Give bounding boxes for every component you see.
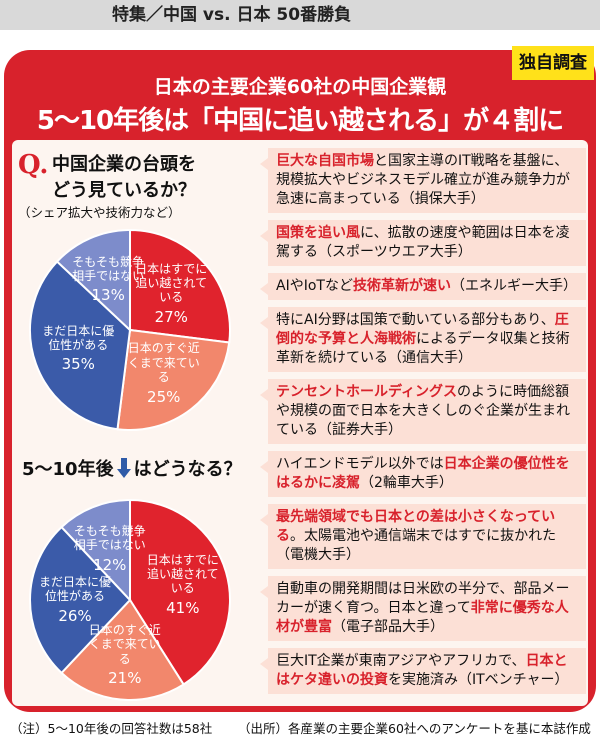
slice-category: 日本はすでに追い越されている <box>135 261 208 305</box>
pie-slice <box>129 228 231 344</box>
slice-value: 35% <box>61 355 95 374</box>
pie-slice <box>116 328 231 431</box>
slice-label: まだ日本に優位性がある 26% <box>38 575 112 625</box>
footnote: （注）5〜10年後の回答社数は58社 <box>10 721 213 736</box>
slice-value: 12% <box>93 555 127 574</box>
badge: 独自調査 <box>512 46 594 80</box>
slice-category: 日本のすぐ近くまで来ている <box>88 622 161 666</box>
quote-highlight: 非常に優秀な人材が豊富 <box>276 600 569 635</box>
quote-text: （2輪車大手） <box>360 475 453 491</box>
slice-category: まだ日本に優位性がある <box>42 323 115 353</box>
quote-list: 巨大な自国市場と国家主導のIT戦略を基盤に、規模拡大やビジネスモデル確立が進み競… <box>260 148 586 694</box>
quote-highlight: 技術革新が速い <box>352 278 451 294</box>
slice-label: 日本のすぐ近くまで来ている 21% <box>88 623 162 687</box>
pie-slice <box>55 228 131 333</box>
quote-text: 。太陽電池や通信端末ではすでに抜かれた（電機大手） <box>276 528 557 563</box>
slice-label: 日本のすぐ近くまで来ている 25% <box>127 341 201 405</box>
quote: ハイエンドモデル以外では日本企業の優位性をはるかに凌駕（2輪車大手） <box>260 451 586 497</box>
slice-label: まだ日本に優位性がある 35% <box>41 324 115 374</box>
slice-category: 日本はすでに追い越されている <box>146 552 219 596</box>
quote-text: を実施済み（ITベンチャー） <box>388 672 569 688</box>
slice-value: 13% <box>91 286 125 305</box>
question2-after: はどうなる？ <box>133 459 242 480</box>
quote-text: に、拡散の速度や範囲は日本を凌駕する（スポーツウエア大手） <box>276 225 570 260</box>
quote-text: と国家主導のIT戦略を基盤に、規模拡大やビジネスモデル確立が進み競争力が急速に高… <box>276 153 570 207</box>
pie-slice <box>29 260 132 431</box>
title: 日本の主要企業60社の中国企業観 <box>153 76 447 98</box>
question2-before: 5〜10年後 <box>22 459 114 480</box>
quote-text: AIやIoTなど <box>276 278 353 294</box>
quote-text: ハイエンドモデル以外では <box>276 456 444 472</box>
question2: 5〜10年後 はどうなる？ <box>22 455 242 481</box>
quote: 最先端領域でも日本との差は小さくなっている。太陽電池や通信端末ではすでに抜かれた… <box>260 504 586 569</box>
slice-label: 日本はすでに追い越されている 27% <box>134 262 208 326</box>
slice-category: 日本のすぐ近くまで来ている <box>127 341 200 385</box>
quote-text: 自動車の開発期間は日米欧の半分で、部品メーカーが速く育つ。日本と違って <box>276 581 570 616</box>
quote: 巨大IT企業が東南アジアやアフリカで、日本とはケタ違いの投資を実施済み（ITベン… <box>260 648 586 694</box>
slice-label: そもそも競争相手ではない 13% <box>71 255 145 305</box>
quote-text: 巨大IT企業が東南アジアやアフリカで、 <box>276 653 526 669</box>
quote-highlight: 最先端領域でも日本との差は小さくなっている <box>276 509 556 544</box>
footnote: （出所）各産業の主要企業60社へのアンケートを基に本誌作成 <box>238 721 591 736</box>
quote-highlight: 日本とはケタ違いの投資 <box>276 653 568 688</box>
quote-text: 特にAI分野は国策で動いている部分もあり、 <box>276 312 555 328</box>
quote: 自動車の開発期間は日米欧の半分で、部品メーカーが速く育つ。日本と違って非常に優秀… <box>260 576 586 641</box>
slice-value: 26% <box>58 606 92 625</box>
slice-category: まだ日本に優位性がある <box>38 575 112 604</box>
down-arrow <box>116 458 131 478</box>
slice-value: 27% <box>154 307 188 326</box>
quote-text: のように時価総額や規模の面で日本を大きくしのぐ企業が生まれている（証券大手） <box>276 384 570 438</box>
slice-value: 21% <box>108 668 142 687</box>
question-mark: Q. <box>18 150 49 180</box>
quote: 特にAI分野は国策で動いている部分もあり、圧倒的な予算と人海戦術によるデータ収集… <box>260 307 586 372</box>
slice-category: そもそも競争相手ではない <box>73 523 146 553</box>
slice-value: 25% <box>147 387 181 406</box>
pie-slice <box>29 525 132 675</box>
quote-highlight: 圧倒的な予算と人海戦術 <box>276 312 569 347</box>
quote-highlight: テンセントホールディングス <box>276 384 458 400</box>
quote: AIやIoTなど技術革新が速い（エネルギー大手） <box>260 273 586 300</box>
question-line: どう見ているか？ <box>52 180 196 201</box>
slice-label: 日本はすでに追い越されている 41% <box>146 553 220 617</box>
question-line: 中国企業の台頭を <box>52 154 196 175</box>
slice-category: そもそも競争相手ではない <box>72 254 145 284</box>
slice-value: 41% <box>166 598 200 617</box>
quote: 国策を追い風に、拡散の速度や範囲は日本を凌駕する（スポーツウエア大手） <box>260 220 586 266</box>
question-note: （シェア拡大や技術力など） <box>18 205 181 220</box>
header: 特集／中国 vs. 日本 50番勝負 <box>0 0 600 30</box>
headline: 5〜10年後は「中国に追い越される」が４割に <box>36 106 564 136</box>
quote-text: （電子部品大手） <box>332 619 444 635</box>
pie-slice <box>60 498 131 603</box>
quote-text: によるデータ収集と技術革新を続けている（通信大手） <box>276 331 570 366</box>
pie-slice <box>60 598 185 701</box>
question: Q. 中国企業の台頭を どう見ているか？ （シェア拡大や技術力など） <box>18 150 196 221</box>
slice-label: そもそも競争相手ではない 12% <box>73 524 147 574</box>
quote: テンセントホールディングスのように時価総額や規模の面で日本を大きくしのぐ企業が生… <box>260 379 586 444</box>
quote-highlight: 日本企業の優位性をはるかに凌駕 <box>276 456 570 491</box>
quote-text: （エネルギー大手） <box>450 278 577 294</box>
quote: 巨大な自国市場と国家主導のIT戦略を基盤に、規模拡大やビジネスモデル確立が進み競… <box>260 148 586 213</box>
quote-highlight: 国策を追い風 <box>276 225 360 241</box>
quote-highlight: 巨大な自国市場 <box>276 153 374 169</box>
